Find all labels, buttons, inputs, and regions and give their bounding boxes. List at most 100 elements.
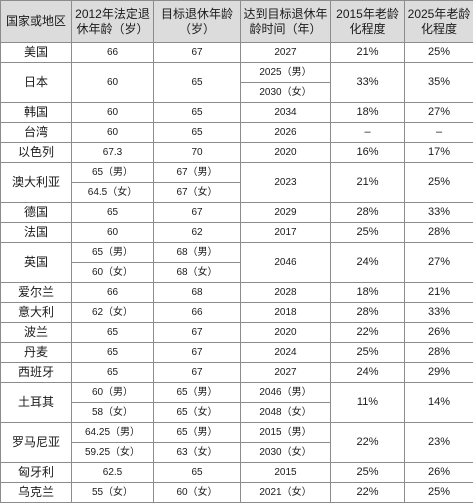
target-year-cell: 2015: [241, 463, 331, 483]
aging-2015-cell: 22%: [331, 423, 405, 463]
country-cell: 美国: [1, 43, 72, 63]
target-age-cell: 68（女）: [154, 263, 241, 283]
aging-2025-cell: 33%: [405, 203, 473, 223]
target-age-cell: 67: [154, 323, 241, 343]
aging-2025-cell: 25%: [405, 163, 473, 203]
country-cell: 澳大利亚: [1, 163, 72, 203]
target-year-cell: 2034: [241, 103, 331, 123]
aging-2015-cell: 25%: [331, 223, 405, 243]
aging-2015-cell: 25%: [331, 463, 405, 483]
aging-2015-cell: –: [331, 123, 405, 143]
country-cell: 法国: [1, 223, 72, 243]
header-aging-2025: 2025年老龄化程度: [405, 1, 473, 43]
retire-age-2012-cell: 62（女）: [72, 303, 154, 323]
country-cell: 丹麦: [1, 343, 72, 363]
aging-2025-cell: 29%: [405, 363, 473, 383]
aging-2015-cell: 21%: [331, 43, 405, 63]
target-age-cell: 62: [154, 223, 241, 243]
retire-age-2012-cell: 65（男）: [72, 163, 154, 183]
header-target-time: 达到目标退休年龄时间（年）: [241, 1, 331, 43]
target-year-cell: 2025（男）: [241, 63, 331, 83]
target-age-cell: 65: [154, 103, 241, 123]
retire-age-2012-cell: 60: [72, 103, 154, 123]
retire-age-2012-cell: 60（女）: [72, 263, 154, 283]
retire-age-2012-cell: 60: [72, 223, 154, 243]
country-cell: 土耳其: [1, 383, 72, 423]
aging-2025-cell: 28%: [405, 343, 473, 363]
retire-age-2012-cell: 67.3: [72, 143, 154, 163]
country-cell: 台湾: [1, 123, 72, 143]
aging-2025-cell: 25%: [405, 43, 473, 63]
target-year-cell: 2020: [241, 143, 331, 163]
aging-2015-cell: 24%: [331, 243, 405, 283]
aging-2015-cell: 11%: [331, 383, 405, 423]
country-cell: 英国: [1, 243, 72, 283]
aging-2025-cell: –: [405, 123, 473, 143]
target-age-cell: 70: [154, 143, 241, 163]
retire-age-2012-cell: 60: [72, 63, 154, 103]
retire-age-2012-cell: 65: [72, 203, 154, 223]
target-year-cell: 2026: [241, 123, 331, 143]
retire-age-2012-cell: 58（女）: [72, 403, 154, 423]
aging-2015-cell: 25%: [331, 343, 405, 363]
target-age-cell: 65: [154, 463, 241, 483]
retire-age-2012-cell: 65: [72, 363, 154, 383]
aging-2025-cell: 33%: [405, 303, 473, 323]
aging-2015-cell: 18%: [331, 103, 405, 123]
country-cell: 德国: [1, 203, 72, 223]
target-year-cell: 2017: [241, 223, 331, 243]
retire-age-2012-cell: 65: [72, 323, 154, 343]
country-cell: 日本: [1, 63, 72, 103]
target-year-cell: 2023: [241, 163, 331, 203]
country-cell: 匈牙利: [1, 463, 72, 483]
aging-2025-cell: 23%: [405, 423, 473, 463]
retire-age-2012-cell: 60: [72, 123, 154, 143]
aging-2025-cell: 14%: [405, 383, 473, 423]
aging-2025-cell: 21%: [405, 283, 473, 303]
target-year-cell: 2027: [241, 43, 331, 63]
target-age-cell: 65: [154, 123, 241, 143]
target-age-cell: 63（女）: [154, 443, 241, 463]
retire-age-2012-cell: 66: [72, 283, 154, 303]
header-target-age: 目标退休年龄（岁）: [154, 1, 241, 43]
aging-2025-cell: 27%: [405, 103, 473, 123]
target-age-cell: 67: [154, 343, 241, 363]
retire-age-2012-cell: 65（男）: [72, 243, 154, 263]
aging-2025-cell: 17%: [405, 143, 473, 163]
target-year-cell: 2046（男）: [241, 383, 331, 403]
country-cell: 以色列: [1, 143, 72, 163]
target-year-cell: 2048（女）: [241, 403, 331, 423]
target-year-cell: 2030（女）: [241, 443, 331, 463]
aging-2015-cell: 18%: [331, 283, 405, 303]
country-cell: 意大利: [1, 303, 72, 323]
table-header-row: 国家或地区 2012年法定退休年龄（岁） 目标退休年龄（岁） 达到目标退休年龄时…: [1, 1, 473, 43]
country-cell: 波兰: [1, 323, 72, 343]
aging-2025-cell: 26%: [405, 323, 473, 343]
country-cell: 爱尔兰: [1, 283, 72, 303]
retire-age-2012-cell: 59.25（女）: [72, 443, 154, 463]
aging-2015-cell: 28%: [331, 303, 405, 323]
header-country: 国家或地区: [1, 1, 72, 43]
target-age-cell: 65（男）: [154, 423, 241, 443]
aging-2025-cell: 26%: [405, 463, 473, 483]
target-age-cell: 67（女）: [154, 183, 241, 203]
target-age-cell: 68: [154, 283, 241, 303]
target-age-cell: 67（男）: [154, 163, 241, 183]
target-age-cell: 66: [154, 303, 241, 323]
retire-age-2012-cell: 65: [72, 343, 154, 363]
target-age-cell: 65（女）: [154, 403, 241, 423]
